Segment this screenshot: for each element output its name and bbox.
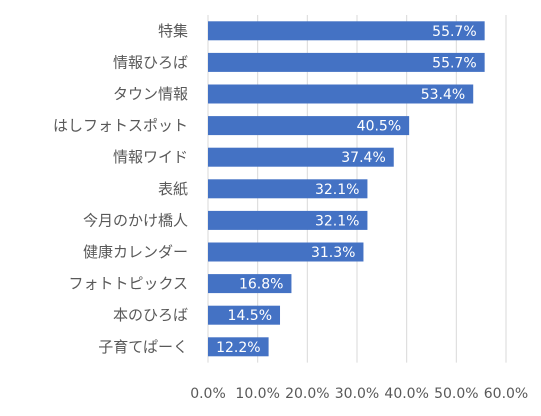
category-label: 本のひろば [113,306,188,324]
x-tick-label: 30.0% [335,386,379,402]
bar [208,242,364,262]
data-label: 53.4% [421,87,465,103]
x-axis-tick-labels: 0.0% 10.0% 20.0% 30.0% 40.0% 50.0% 60.0% [190,386,528,402]
x-tick-label: 60.0% [484,386,528,402]
bar [208,52,485,72]
data-label: 12.2% [216,340,260,356]
data-label: 37.4% [341,150,385,166]
data-label: 16.8% [239,277,283,293]
category-label: タウン情報 [113,85,188,103]
bar [208,179,368,199]
bar [208,210,368,230]
x-tick-label: 10.0% [235,386,279,402]
category-label: 情報ワイド [113,148,188,166]
bars [208,21,485,357]
category-label: 表紙 [158,180,188,198]
category-label: 特集 [158,22,188,40]
bar [208,21,485,41]
bar [208,84,474,104]
data-label: 32.1% [315,213,359,229]
bar [208,274,292,294]
x-tick-label: 0.0% [190,386,226,402]
data-label: 40.5% [357,119,401,135]
data-labels: 55.7% 55.7% 53.4% 40.5% 37.4% 32.1% 32.1% 31.3%… [216,24,477,356]
bar [208,116,410,136]
bar [208,337,269,357]
category-label: 今月のかけ橋人 [83,211,188,229]
data-label: 14.5% [228,308,272,324]
category-label: はしフォトスポット [53,117,188,135]
category-label: 子育てぱーく [98,338,188,356]
category-label: フォトトピックス [68,275,188,293]
x-tick-label: 40.0% [384,386,428,402]
x-tick-label: 50.0% [434,386,478,402]
data-label: 55.7% [432,55,476,71]
x-tick-label: 20.0% [285,386,329,402]
category-label: 健康カレンダー [83,243,188,261]
data-label: 55.7% [432,24,476,40]
category-labels: 特集情報ひろばタウン情報はしフォトスポット情報ワイド表紙今月のかけ橋人健康カレン… [53,22,188,356]
data-label: 31.3% [311,245,355,261]
bar [208,147,394,167]
bar [208,305,281,325]
category-label: 情報ひろば [113,53,188,71]
data-label: 32.1% [315,182,359,198]
